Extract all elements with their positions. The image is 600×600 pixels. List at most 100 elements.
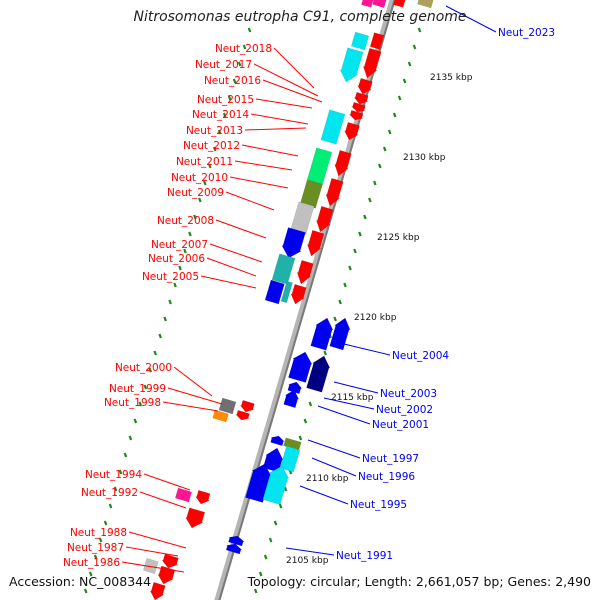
gc-marker [263,554,268,560]
feature-track [142,0,434,600]
reverse-gene-label: Neut_1986 [63,557,120,569]
leader-line [262,79,323,103]
gene-feature [288,351,313,383]
scale-label: 2130 kbp [403,153,446,163]
leader-line [162,401,219,412]
gc-marker [378,163,382,169]
gc-marker [237,61,242,67]
accession-text: Accession: NC_008344 [9,574,152,589]
gc-marker [178,265,182,271]
reverse-gene-label: Neut_2012 [183,140,240,152]
forward-gene-label: Neut_1995 [350,499,407,511]
gc-marker [363,214,367,220]
forward-gene-label: Neut_1991 [336,550,393,562]
gc-marker [108,503,113,509]
gc-marker [298,435,303,441]
gc-marker [397,95,402,101]
gc-marker [358,231,362,237]
gc-marker [392,112,397,118]
gc-marker [128,435,133,441]
gc-marker [348,265,352,271]
gc-marker [308,401,313,407]
scale-label: 2105 kbp [286,556,329,566]
gene-feature [393,0,406,8]
reverse-gene-label: Neut_1988 [70,527,127,539]
gc-marker [268,537,273,543]
gene-feature [157,565,176,585]
gc-marker [183,248,187,254]
gene-feature [271,253,296,285]
gene-feature [290,283,307,305]
gene-feature [264,279,285,305]
gc-marker [417,27,422,33]
gene-feature [307,229,325,257]
gene-feature [185,507,206,529]
reverse-gene-label: Neut_2016 [204,75,261,87]
gene-feature [225,543,242,555]
gene-feature [339,47,364,83]
gene-feature [306,147,333,185]
leader-line [445,5,497,33]
leader-line [253,63,319,97]
leader-line [317,405,371,425]
forward-gene-label: Neut_2004 [392,350,449,362]
leader-line [225,191,275,211]
gene-feature [310,317,334,351]
leader-line [128,531,187,549]
gc-marker [208,163,212,169]
reverse-gene-label: Neut_2007 [151,239,208,251]
leader-line [234,160,293,171]
gene-feature [149,581,166,600]
leader-line [229,176,289,189]
gc-marker [242,44,247,50]
gene-feature [325,177,344,207]
forward-gene-label: Neut_2002 [376,404,433,416]
leader-line [244,127,307,131]
gc-skew-track [83,27,422,594]
leader-line [215,219,267,239]
gene-feature [235,409,250,421]
scale-label: 2120 kbp [354,313,397,323]
gc-marker [212,146,217,152]
reverse-gene-label: Neut_2010 [171,172,228,184]
gc-marker [93,554,98,560]
reverse-gene-label: Neut_2000 [115,362,172,374]
gc-marker [338,299,342,305]
gc-marker [232,78,237,84]
gene-feature [281,227,306,259]
gc-marker [113,486,118,492]
leader-line [200,275,257,289]
gene-feature [369,32,385,50]
gc-marker [402,78,407,84]
reverse-gene-label: Neut_2017 [195,59,252,71]
gene-feature [161,553,179,569]
gc-marker [123,452,128,458]
forward-gene-label: Neut_1997 [362,453,419,465]
gene-feature [361,0,374,8]
gc-marker [343,282,347,288]
reverse-gene-label: Neut_2009 [167,187,224,199]
leader-line [343,343,391,356]
gc-marker [158,333,162,339]
gc-marker [193,214,197,220]
gc-marker [333,316,337,322]
leader-line [125,546,179,557]
reverse-gene-label: Neut_2008 [157,215,214,227]
gene-feature [362,47,382,79]
gene-feature [270,435,285,447]
reverse-gene-label: Neut_1999 [109,383,166,395]
reverse-gene-label: Neut_2014 [192,109,249,121]
gene-feature [334,149,352,177]
forward-gene-label: Neut_1996 [358,471,415,483]
reverse-gene-label: Neut_2013 [186,125,243,137]
gc-marker [227,95,232,101]
reverse-gene-label: Neut_2005 [142,271,199,283]
gene-feature [279,445,301,473]
leader-line [255,98,313,109]
scale-label: 2110 kbp [306,474,349,484]
gene-feature [316,205,334,233]
leader-line [173,366,213,397]
leader-line [250,113,309,125]
gc-marker [118,469,123,475]
